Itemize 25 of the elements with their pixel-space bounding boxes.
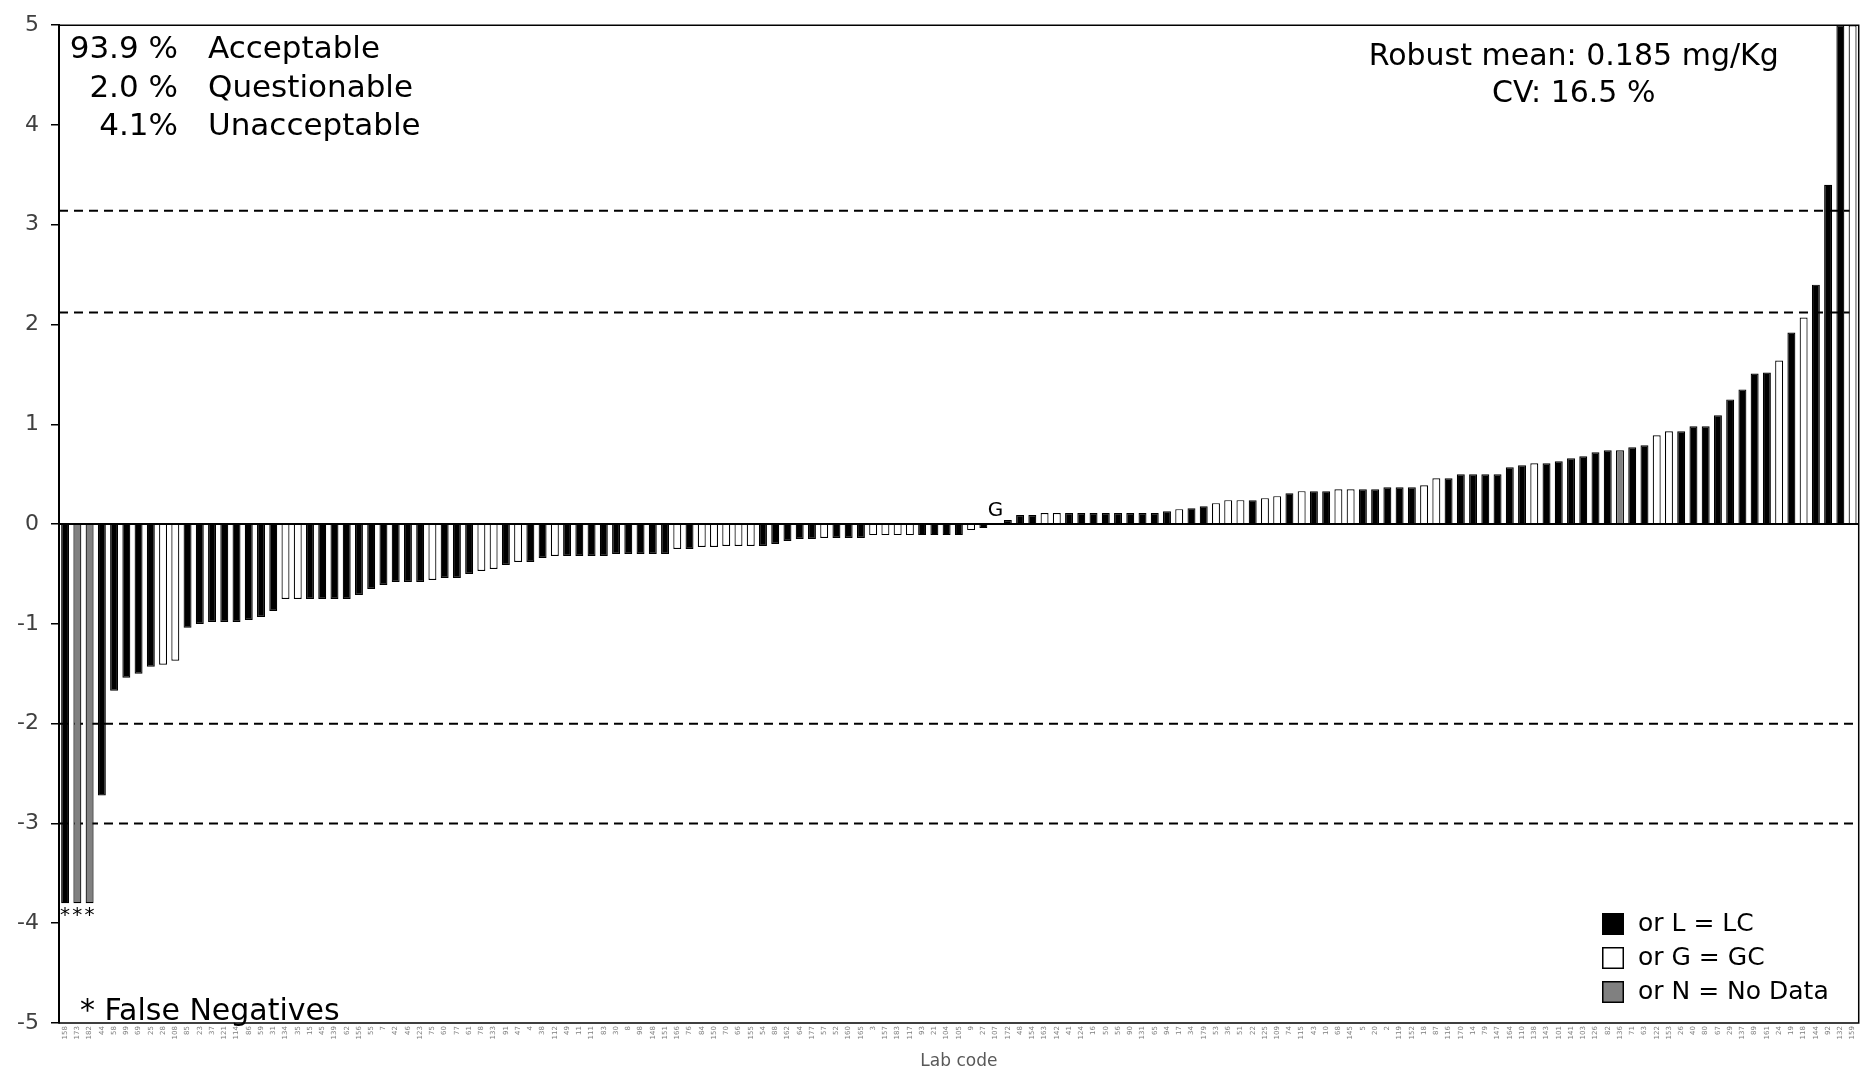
y-tick-label: 4 [25,110,39,136]
y-tick-label: 3 [25,210,39,236]
y-tick-label: 5 [25,10,39,36]
annotation: G [987,497,1004,522]
annotation: 93.9 % Acceptable [69,29,381,66]
annotation: 2.0 % Questionable [89,68,414,105]
y-tick-label: 0 [25,509,39,535]
annotation: 4.1% Unacceptable [99,106,421,143]
x-axis-title: Lab code [920,1050,998,1071]
annotation: * False Negatives [80,992,340,1027]
y-tick-label: 2 [25,310,39,336]
y-tick-label: -4 [17,908,39,934]
annotation: Robust mean: 0.185 mg/Kg [1368,37,1779,72]
legend-label: or L = LC [1638,907,1754,937]
annotation: CV: 16.5 % [1491,74,1656,109]
y-tick-label: -1 [17,609,39,635]
y-tick-label: -2 [17,709,39,735]
y-tick-label: -3 [17,809,39,835]
annotation: * [72,902,83,927]
legend-label: or G = GC [1638,941,1765,971]
annotation: * [60,902,71,927]
legend-label: or N = No Data [1638,975,1829,1005]
y-tick-label: 1 [25,410,39,436]
annotation: * [84,902,95,927]
y-tick-label: -5 [17,1008,39,1034]
